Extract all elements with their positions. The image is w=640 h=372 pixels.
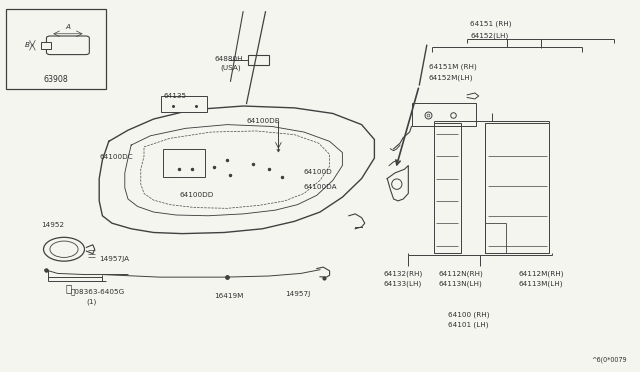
Text: (USA): (USA) (221, 64, 241, 71)
Bar (485, 123, 549, 253)
Text: 16419M: 16419M (214, 293, 244, 299)
Text: 64112M(RH): 64112M(RH) (518, 270, 564, 277)
Text: 64100DD: 64100DD (179, 192, 214, 198)
Text: 64152(LH): 64152(LH) (470, 32, 509, 39)
Text: 64100D: 64100D (304, 169, 333, 175)
Text: 64100DB: 64100DB (246, 118, 280, 124)
Text: 64100DC: 64100DC (99, 154, 133, 160)
Bar (41, 42, 51, 49)
Text: 64133(LH): 64133(LH) (384, 280, 422, 287)
Text: Ⓢ: Ⓢ (66, 283, 72, 293)
Text: 64151 (RH): 64151 (RH) (470, 21, 512, 28)
Bar (6, 9, 106, 89)
Bar (161, 96, 207, 112)
Text: ^6(0*0079: ^6(0*0079 (591, 356, 627, 363)
Text: 64112N(RH): 64112N(RH) (438, 270, 483, 277)
Text: B: B (25, 42, 30, 48)
Text: 64151M (RH): 64151M (RH) (429, 64, 477, 70)
Text: 64132(RH): 64132(RH) (384, 270, 423, 277)
Bar (412, 103, 476, 126)
Text: 64113N(LH): 64113N(LH) (438, 280, 482, 287)
Text: A: A (65, 24, 70, 30)
Text: 64100 (RH): 64100 (RH) (448, 311, 490, 318)
Text: 64152M(LH): 64152M(LH) (429, 75, 474, 81)
Bar (163, 149, 205, 177)
Text: (1): (1) (86, 298, 97, 305)
Text: 14957JA: 14957JA (99, 256, 129, 262)
Text: 64880H: 64880H (214, 56, 243, 62)
Text: 64101 (LH): 64101 (LH) (448, 321, 488, 328)
Text: Ⓢ08363-6405G: Ⓢ08363-6405G (70, 289, 125, 295)
Text: 63908: 63908 (44, 75, 68, 84)
Text: 14957J: 14957J (285, 291, 310, 297)
Text: 64100DA: 64100DA (304, 184, 338, 190)
Text: 64113M(LH): 64113M(LH) (518, 280, 563, 287)
Text: 14952: 14952 (42, 222, 65, 228)
Text: 64135: 64135 (163, 93, 186, 99)
Bar (434, 123, 461, 253)
FancyBboxPatch shape (47, 36, 90, 55)
Bar (248, 55, 269, 65)
